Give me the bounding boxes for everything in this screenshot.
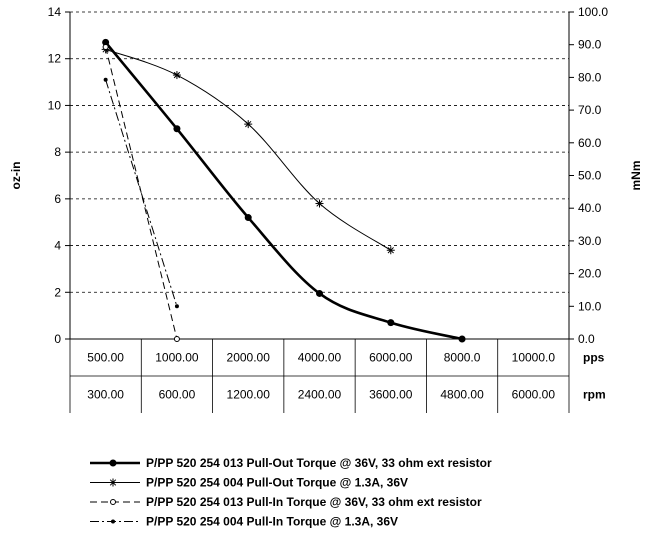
data-point [110,499,116,505]
legend-label: P/PP 520 254 004 Pull-In Torque @ 1.3A, … [146,515,398,529]
data-point [173,336,180,342]
data-point [109,478,117,487]
right-tick-label: 100.0 [578,5,608,19]
legend: P/PP 520 254 013 Pull-Out Torque @ 36V, … [90,456,492,529]
category-label: 6000.00 [512,388,556,402]
series-line [105,79,178,307]
data-point [103,77,108,82]
right-tick-label: 70.0 [578,103,602,117]
category-label: 6000.00 [369,351,413,365]
category-label: 1000.00 [155,351,199,365]
category-label: 2400.00 [298,388,342,402]
category-table: 500.00 1000.00 2000.00 4000.00 6000.00 8000.0… [69,339,606,413]
data-point [244,214,252,222]
left-tick-label: 6 [54,192,61,206]
right-tick-label: 90.0 [578,38,602,52]
category-label: 4000.00 [298,351,342,365]
right-tick-label: 60.0 [578,136,602,150]
left-tick-label: 2 [54,285,61,299]
legend-entry-3: P/PP 520 254 013 Pull-In Torque @ 36V, 3… [90,495,482,509]
category-label: 300.00 [87,388,124,402]
series-2 [101,45,395,255]
left-tick-label: 0 [54,332,61,346]
legend-entry-4: P/PP 520 254 004 Pull-In Torque @ 1.3A, … [90,515,398,529]
data-point [173,125,181,133]
category-label: 1200.00 [227,388,271,402]
gridlines [70,11,569,293]
series-3 [102,44,180,342]
right-tick-label: 20.0 [578,267,602,281]
category-label: 10000.0 [512,351,556,365]
left-tick-label: 4 [54,239,61,253]
right-tick-label: 10.0 [578,299,602,313]
axes [65,11,574,340]
data-point [386,246,395,255]
data-point [458,335,466,343]
series-group [101,38,466,343]
category-label: 3600.00 [369,388,413,402]
left-tick-label: 10 [48,98,62,112]
right-tick-label: 30.0 [578,234,602,248]
series-1 [102,38,466,343]
series-4 [103,77,179,309]
unit-label-pps: pps [583,351,605,365]
data-point [387,319,395,327]
left-tick-label: 12 [48,52,62,66]
data-point [316,289,323,297]
legend-label: P/PP 520 254 004 Pull-Out Torque @ 1.3A,… [146,476,408,490]
data-point [109,459,117,467]
y-axis-right-title: mNm [629,160,643,190]
legend-entry-1: P/PP 520 254 013 Pull-Out Torque @ 36V, … [90,456,492,470]
legend-label: P/PP 520 254 013 Pull-Out Torque @ 36V, … [146,456,492,470]
legend-entry-2: P/PP 520 254 004 Pull-Out Torque @ 1.3A,… [90,476,408,490]
category-label: 8000.0 [444,351,481,365]
series-line [105,46,178,340]
left-tick-label: 14 [48,5,62,19]
legend-label: P/PP 520 254 013 Pull-In Torque @ 36V, 3… [146,495,482,509]
category-label: 4800.00 [440,388,484,402]
data-point [111,519,115,524]
right-tick-label: 80.0 [578,70,602,84]
data-point [174,304,179,309]
category-label: 2000.00 [227,351,271,365]
data-point [172,71,181,80]
data-point [315,199,324,208]
y-axis-left-title: oz-in [9,162,23,190]
right-tick-label: 50.0 [578,169,602,183]
series-line [104,41,463,341]
right-tick-label: 0.0 [578,332,595,346]
data-point [102,44,109,51]
unit-label-rpm: rpm [583,388,606,402]
category-label: 500.00 [87,351,124,365]
tick-labels: 0 2 4 6 8 10 12 14 0.0 10.0 20.0 30.0 40.0 50.0 60.0 70… [48,5,609,346]
right-tick-label: 40.0 [578,201,602,215]
data-point [244,120,253,129]
left-tick-label: 8 [54,145,61,159]
category-label: 600.00 [159,388,196,402]
data-point [102,38,110,46]
